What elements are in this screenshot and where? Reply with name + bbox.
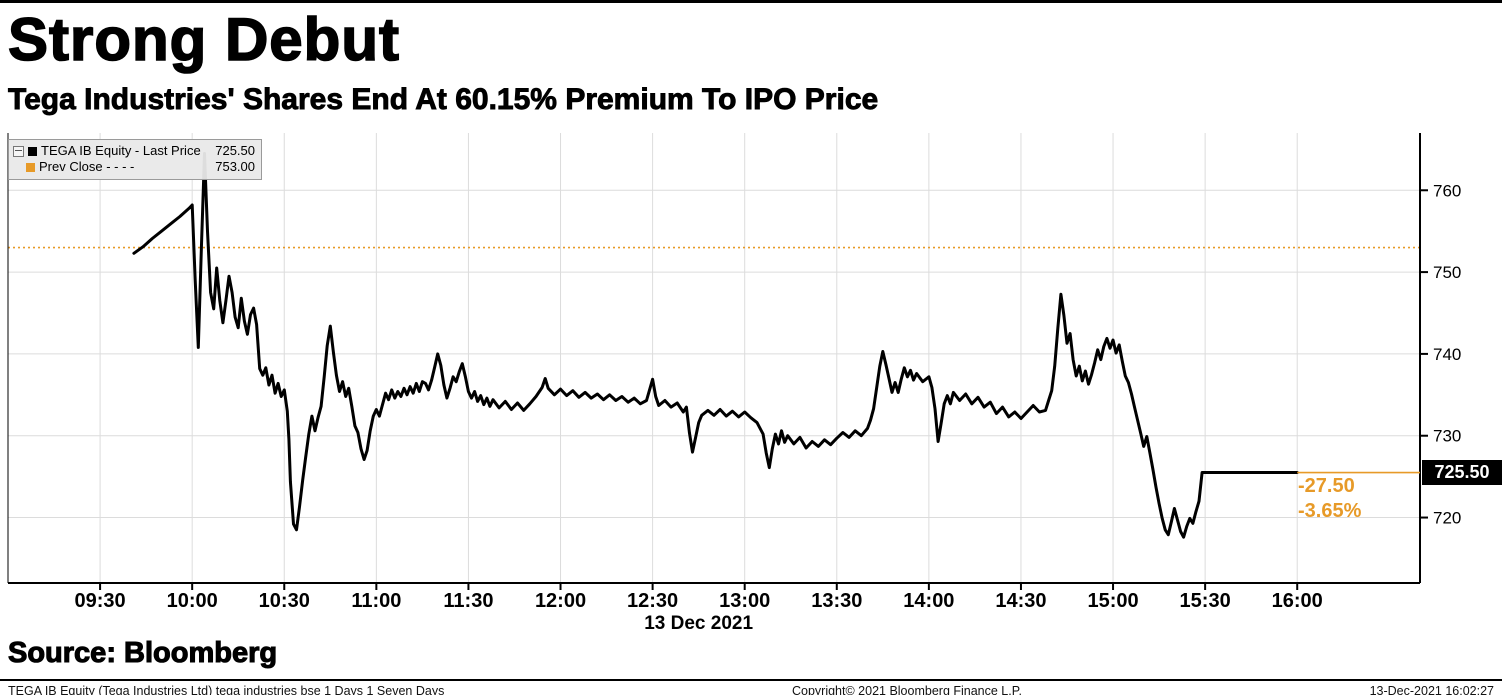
- x-tick-label: 16:00: [1272, 590, 1323, 612]
- legend-last-price-value: 725.50: [215, 143, 255, 158]
- legend-prev-close-value: 753.00: [215, 159, 255, 174]
- x-tick-label: 15:30: [1180, 590, 1231, 612]
- change-percent-label: -3.65%: [1298, 499, 1362, 522]
- x-tick-label: 13:00: [719, 590, 770, 612]
- footer-timestamp: 13-Dec-2021 16:02:27: [1369, 684, 1494, 695]
- footer-bar: TEGA IB Equity (Tega Industries Ltd) teg…: [0, 679, 1502, 695]
- y-tick-label: 720: [1433, 509, 1461, 528]
- prev-close-swatch-icon: [26, 162, 35, 172]
- x-tick-label: 14:30: [995, 590, 1046, 612]
- x-tick-label: 11:00: [351, 590, 401, 612]
- source-label: Source: Bloomberg: [7, 636, 278, 669]
- y-tick-label: 760: [1433, 181, 1461, 200]
- x-tick-label: 13:30: [811, 590, 862, 612]
- last-price-badge: 725.50: [1422, 459, 1502, 485]
- x-tick-label: 11:30: [443, 590, 493, 612]
- x-tick-label: 12:30: [627, 590, 678, 612]
- footer-copyright: Copyright© 2021 Bloomberg Finance L.P.: [791, 684, 1022, 695]
- legend-row-last-price[interactable]: TEGA IB Equity - Last Price 725.50: [13, 143, 255, 159]
- footer-security-info: TEGA IB Equity (Tega Industries Ltd) teg…: [8, 684, 445, 695]
- legend-last-price-label: TEGA IB Equity - Last Price: [41, 143, 201, 158]
- price-line: [132, 152, 1299, 539]
- x-tick-label: 15:00: [1087, 590, 1138, 612]
- x-tick-label: 09:30: [75, 590, 126, 612]
- y-tick-label: 730: [1433, 427, 1461, 446]
- last-price-swatch-icon: [28, 146, 37, 156]
- y-tick-label: 750: [1433, 263, 1461, 282]
- x-tick-label: 10:30: [259, 590, 310, 612]
- legend-collapse-icon[interactable]: [13, 145, 24, 157]
- chart-legend[interactable]: TEGA IB Equity - Last Price 725.50 Prev …: [8, 139, 262, 180]
- x-tick-label: 14:00: [903, 590, 954, 612]
- price-chart: 720 730 740 750 760 09:30 10:00 10:30 11:00 11:30…: [7, 133, 1461, 634]
- page-subtitle: Tega Industries' Shares End At 60.15% Pr…: [8, 83, 879, 117]
- legend-row-prev-close[interactable]: Prev Close - - - - 753.00: [13, 159, 255, 175]
- x-tick-label: 12:00: [535, 590, 586, 612]
- change-absolute-label: -27.50: [1298, 474, 1355, 497]
- page-title: Strong Debut: [7, 5, 400, 74]
- date-label: 13 Dec 2021: [644, 613, 753, 634]
- y-tick-label: 740: [1433, 345, 1461, 364]
- legend-prev-close-label: Prev Close - - - -: [39, 159, 135, 174]
- x-tick-label: 10:00: [167, 590, 218, 612]
